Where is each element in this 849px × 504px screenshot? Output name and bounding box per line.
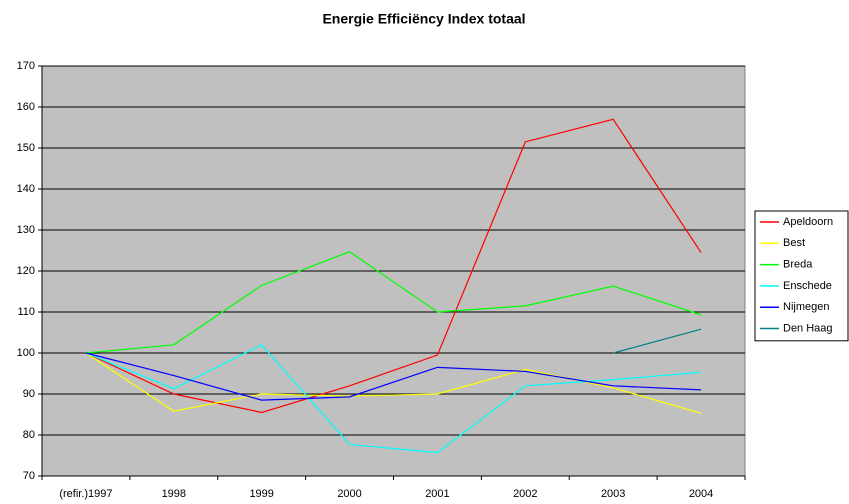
x-tick-label: 2003 [601,488,625,500]
legend-box [754,210,849,342]
legend-label: Breda [783,259,813,271]
y-tick-label: 100 [17,347,35,359]
series-line [85,251,702,354]
x-tick-label: 1998 [162,488,186,500]
y-tick-label: 170 [17,60,35,72]
legend-label: Nijmegen [783,301,829,313]
y-tick-label: 130 [17,224,35,236]
legend-label: Den Haag [783,322,833,334]
x-tick-label: 1999 [249,488,273,500]
x-tick-label: 2001 [425,488,449,500]
x-tick-label: 2000 [337,488,361,500]
legend-label: Best [783,237,805,249]
legend-label: Apeldoorn [783,216,833,228]
y-tick-label: 90 [23,388,35,400]
x-tick-label: (refir.)1997 [59,488,112,500]
series-line [85,352,702,414]
series-line [85,352,702,401]
series-line [613,328,702,354]
y-tick-label: 110 [17,306,35,318]
y-tick-label: 150 [17,142,35,154]
series-line [85,118,702,414]
y-tick-label: 80 [23,429,35,441]
y-tick-label: 120 [17,265,35,277]
y-tick-label: 70 [23,470,35,482]
chart-title: Energie Efficiëncy Index totaal [322,11,525,27]
x-tick-label: 2004 [689,488,713,500]
y-tick-label: 140 [17,183,35,195]
y-tick-label: 160 [17,101,35,113]
series-line [85,344,702,454]
x-tick-label: 2002 [513,488,537,500]
legend-label: Enschede [783,280,832,292]
